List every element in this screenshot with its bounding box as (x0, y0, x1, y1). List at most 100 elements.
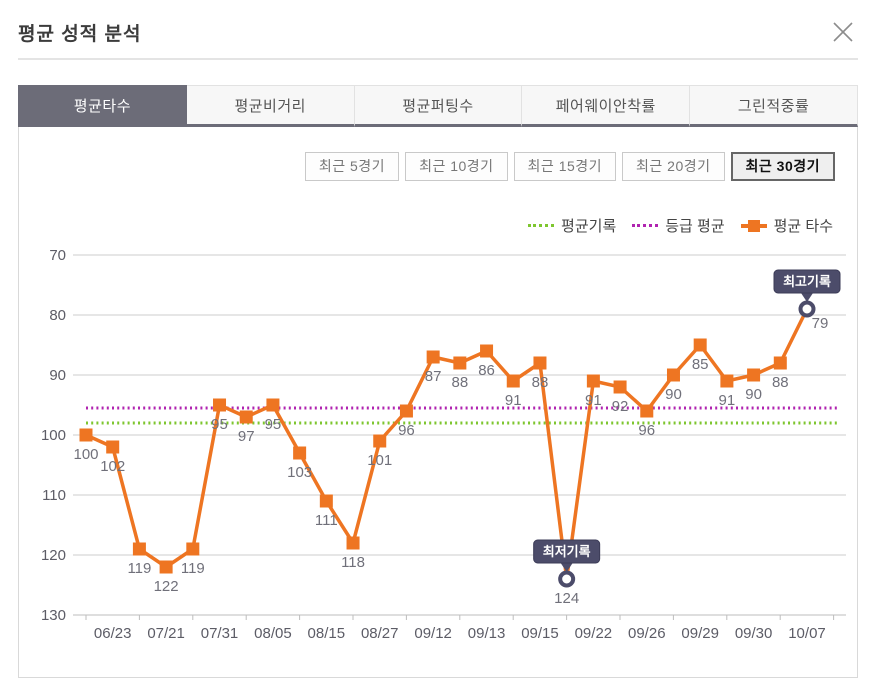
data-point-marker[interactable] (399, 404, 413, 418)
period-button-recent-30[interactable]: 최근 30경기 (730, 152, 835, 181)
data-point-value-label: 118 (341, 554, 365, 571)
y-axis-tick-label: 90 (49, 367, 66, 384)
legend-item-average-record: 평균기록 (528, 215, 616, 236)
data-point-marker[interactable] (586, 374, 600, 388)
data-point-value-label: 95 (211, 416, 228, 433)
legend-label: 평균 타수 (773, 218, 833, 235)
data-point-value-label: 88 (452, 374, 469, 391)
data-point-marker[interactable] (506, 374, 520, 388)
data-point-value-label: 95 (265, 416, 282, 433)
data-point-marker[interactable] (613, 380, 627, 394)
tab-green-rate[interactable]: 그린적중률 (690, 85, 858, 127)
data-point-value-label: 91 (719, 392, 736, 409)
chart-panel: 최근 5경기 최근 10경기 최근 15경기 최근 20경기 최근 30경기 평… (18, 127, 858, 678)
annotation-badge-label: 최저기록 (543, 544, 591, 559)
data-point-value-label: 91 (585, 392, 602, 409)
data-point-value-label: 87 (425, 368, 442, 385)
x-axis-tick-label: 09/26 (628, 625, 666, 642)
period-button-recent-5[interactable]: 최근 5경기 (304, 152, 400, 181)
data-point-value-label: 97 (238, 428, 255, 445)
data-point-value-label: 88 (532, 374, 549, 391)
purple-dotted-line-swatch (632, 224, 659, 227)
data-point-marker[interactable] (186, 542, 200, 556)
x-axis-tick-label: 09/29 (681, 625, 719, 642)
data-point-marker[interactable] (373, 434, 387, 448)
x-axis-tick-label: 07/31 (201, 625, 239, 642)
x-axis-tick-label: 07/21 (147, 625, 185, 642)
data-point-marker[interactable] (106, 440, 120, 454)
series-line (85, 308, 809, 581)
data-point-marker[interactable] (319, 494, 333, 508)
data-point-value-label: 111 (315, 512, 338, 529)
period-button-recent-20[interactable]: 최근 20경기 (622, 152, 725, 181)
close-icon (833, 22, 853, 42)
data-point-marker[interactable] (666, 368, 680, 382)
dialog-titlebar: 평균 성적 분석 (18, 14, 858, 50)
x-axis-tick-label: 06/23 (94, 625, 132, 642)
x-axis-tick-label: 08/27 (361, 625, 399, 642)
page-title: 평균 성적 분석 (18, 23, 142, 45)
y-axis-tick-label: 70 (49, 247, 66, 264)
x-axis-tick-label: 10/07 (788, 625, 826, 642)
data-point-value-label: 85 (692, 356, 709, 373)
x-axis-tick-label: 09/12 (414, 625, 452, 642)
data-point-marker[interactable] (747, 368, 761, 382)
data-point-marker[interactable] (213, 398, 227, 412)
data-point-marker[interactable] (773, 356, 787, 370)
data-point-marker[interactable] (79, 428, 93, 442)
legend-item-average-strokes: 평균 타수 (740, 215, 833, 236)
data-point-value-label: 119 (181, 560, 205, 577)
x-axis-tick-label: 09/30 (735, 625, 773, 642)
data-point-marker[interactable] (159, 560, 173, 574)
tab-bar: 평균타수 평균비거리 평균퍼팅수 페어웨이안착률 그린적중률 (18, 85, 858, 127)
data-point-value-label: 92 (612, 398, 629, 415)
data-point-marker[interactable] (132, 542, 146, 556)
line-chart: 70 80 90 100 110 120 130 06/23 07/21 07/31 08/05 08… (19, 240, 857, 676)
title-divider (18, 58, 858, 60)
tab-avg-putts[interactable]: 평균퍼팅수 (354, 85, 523, 127)
orange-line-marker-swatch (740, 219, 767, 232)
record-point-marker[interactable] (558, 570, 576, 588)
x-axis-tick-label: 09/15 (521, 625, 559, 642)
record-point-marker[interactable] (798, 300, 816, 318)
data-point-value-label: 100 (73, 446, 98, 463)
green-dotted-line-swatch (528, 224, 555, 227)
data-point-value-label: 119 (127, 560, 151, 577)
legend-label: 등급 평균 (665, 218, 725, 235)
data-point-marker[interactable] (693, 338, 707, 352)
annotation-pointer (801, 293, 813, 302)
data-point-marker[interactable] (426, 350, 440, 364)
close-button[interactable] (828, 17, 858, 47)
x-axis-tick-label: 08/15 (308, 625, 346, 642)
y-axis-tick-label: 100 (41, 427, 66, 444)
tab-avg-strokes[interactable]: 평균타수 (18, 85, 187, 127)
data-point-value-label: 124 (554, 590, 579, 607)
annotation-badge (773, 269, 841, 294)
y-axis-tick-label: 130 (41, 607, 66, 624)
data-point-marker[interactable] (293, 446, 307, 460)
y-axis-tick-label: 80 (49, 307, 66, 324)
tab-fairway-rate[interactable]: 페어웨이안착률 (522, 85, 691, 127)
data-point-marker[interactable] (346, 536, 360, 550)
data-point-marker[interactable] (533, 356, 547, 370)
data-point-value-label: 86 (478, 362, 495, 379)
annotation-badge-label: 최고기록 (783, 274, 831, 289)
data-point-marker[interactable] (239, 410, 253, 424)
data-point-marker[interactable] (720, 374, 734, 388)
tab-avg-distance[interactable]: 평균비거리 (186, 85, 355, 127)
period-button-recent-15[interactable]: 최근 15경기 (513, 152, 617, 181)
analysis-panel: 평균타수 평균비거리 평균퍼팅수 페어웨이안착률 그린적중률 최근 5경기 최근… (18, 85, 858, 678)
data-point-marker[interactable] (453, 356, 467, 370)
data-point-value-label: 90 (745, 386, 762, 403)
data-point-value-label: 102 (100, 458, 125, 475)
y-axis-tick-label: 120 (41, 547, 66, 564)
x-axis-tick-label: 09/13 (468, 625, 506, 642)
annotation-badge (533, 539, 601, 564)
data-point-value-label: 101 (367, 452, 392, 469)
data-point-marker[interactable] (266, 398, 280, 412)
data-point-value-label: 90 (665, 386, 682, 403)
data-point-value-label: 96 (638, 422, 655, 439)
data-point-marker[interactable] (640, 404, 654, 418)
data-point-marker[interactable] (480, 344, 494, 358)
period-button-recent-10[interactable]: 최근 10경기 (405, 152, 508, 181)
